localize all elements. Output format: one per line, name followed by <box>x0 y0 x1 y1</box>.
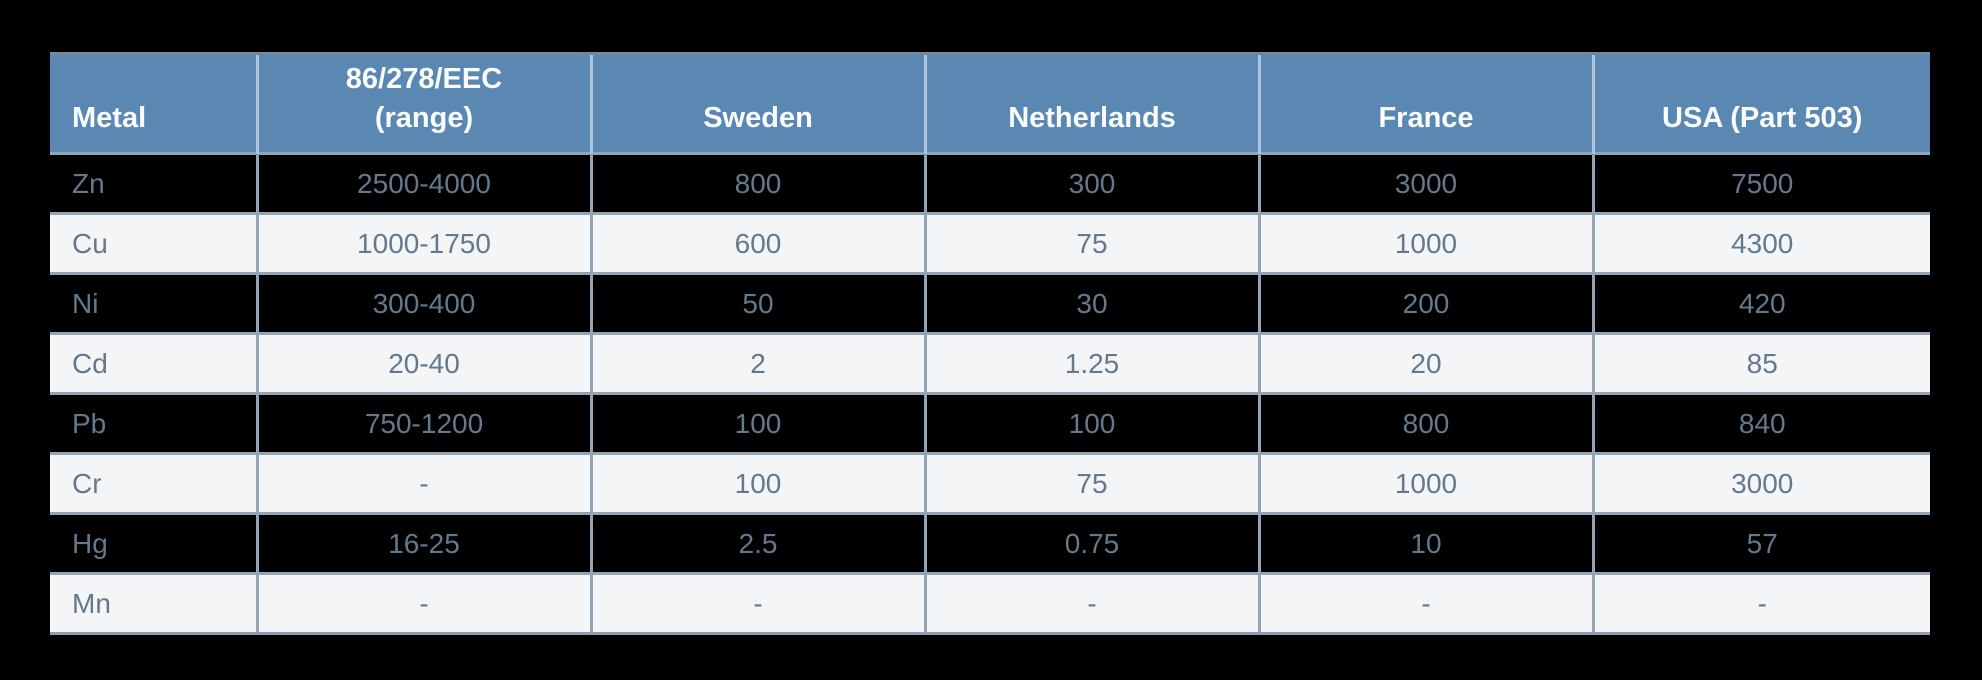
value-cell: 800 <box>589 153 925 214</box>
value-cell: 16-25 <box>255 513 591 574</box>
value-cell: 750-1200 <box>255 393 591 454</box>
value-cell: 1000 <box>1257 213 1593 274</box>
value-cell: 2.5 <box>589 513 925 574</box>
value-cell: 3000 <box>1591 453 1930 514</box>
metal-label: Cr <box>72 467 102 499</box>
value-cell: - <box>923 573 1259 634</box>
value-cell: 600 <box>589 213 925 274</box>
column-header-metal: Metal <box>50 52 257 154</box>
value-cell: 20 <box>1257 333 1593 394</box>
metal-label: Cu <box>72 227 108 259</box>
column-header-eec-range: 86/278/EEC (range) <box>255 52 591 154</box>
table-row-ni: Ni 300-400 50 30 200 420 <box>50 273 1930 334</box>
value-cell: 30 <box>923 273 1259 334</box>
value-cell: 75 <box>923 453 1259 514</box>
value-cell: 0.75 <box>923 513 1259 574</box>
value-cell: - <box>1257 573 1593 634</box>
value-cell: 85 <box>1591 333 1930 394</box>
value-cell: 20-40 <box>255 333 591 394</box>
metal-label: Hg <box>72 527 108 559</box>
metal-label: Pb <box>72 407 107 439</box>
metal-label: Zn <box>72 167 105 199</box>
value-cell: 100 <box>589 393 925 454</box>
column-header-usa-part-503: USA (Part 503) <box>1591 52 1930 154</box>
value-cell: - <box>255 573 591 634</box>
column-header-sweden: Sweden <box>589 52 925 154</box>
table-row-cr: Cr - 100 75 1000 3000 <box>50 453 1930 514</box>
value-cell: 7500 <box>1591 153 1930 214</box>
table-row-hg: Hg 16-25 2.5 0.75 10 57 <box>50 513 1930 574</box>
table-row-zn: Zn 2500-4000 800 300 3000 7500 <box>50 153 1930 214</box>
table-row-cd: Cd 20-40 2 1.25 20 85 <box>50 333 1930 394</box>
value-cell: 1.25 <box>923 333 1259 394</box>
value-cell: - <box>1591 573 1930 634</box>
value-cell: 300 <box>923 153 1259 214</box>
value-cell: 2 <box>589 333 925 394</box>
metal-label: Cd <box>72 347 108 379</box>
header-row: Metal 86/278/EEC (range) Sweden Netherla… <box>50 52 1930 154</box>
metal-limits-table: Metal 86/278/EEC (range) Sweden Netherla… <box>50 52 1930 635</box>
value-cell: 75 <box>923 213 1259 274</box>
value-cell: 57 <box>1591 513 1930 574</box>
value-cell: 840 <box>1591 393 1930 454</box>
value-cell: 420 <box>1591 273 1930 334</box>
value-cell: 100 <box>923 393 1259 454</box>
value-cell: - <box>255 453 591 514</box>
column-header-france: France <box>1257 52 1593 154</box>
value-cell: 800 <box>1257 393 1593 454</box>
value-cell: 100 <box>589 453 925 514</box>
value-cell: 4300 <box>1591 213 1930 274</box>
value-cell: 1000 <box>1257 453 1593 514</box>
table-row-cu: Cu 1000-1750 600 75 1000 4300 <box>50 213 1930 274</box>
value-cell: 3000 <box>1257 153 1593 214</box>
value-cell: 2500-4000 <box>255 153 591 214</box>
value-cell: 1000-1750 <box>255 213 591 274</box>
value-cell: 50 <box>589 273 925 334</box>
value-cell: - <box>589 573 925 634</box>
table-row-pb: Pb 750-1200 100 100 800 840 <box>50 393 1930 454</box>
value-cell: 10 <box>1257 513 1593 574</box>
table-row-mn: Mn - - - - - <box>50 573 1930 634</box>
metal-label: Mn <box>72 587 111 619</box>
value-cell: 300-400 <box>255 273 591 334</box>
metal-label: Ni <box>72 287 99 319</box>
value-cell: 200 <box>1257 273 1593 334</box>
column-header-netherlands: Netherlands <box>923 52 1259 154</box>
